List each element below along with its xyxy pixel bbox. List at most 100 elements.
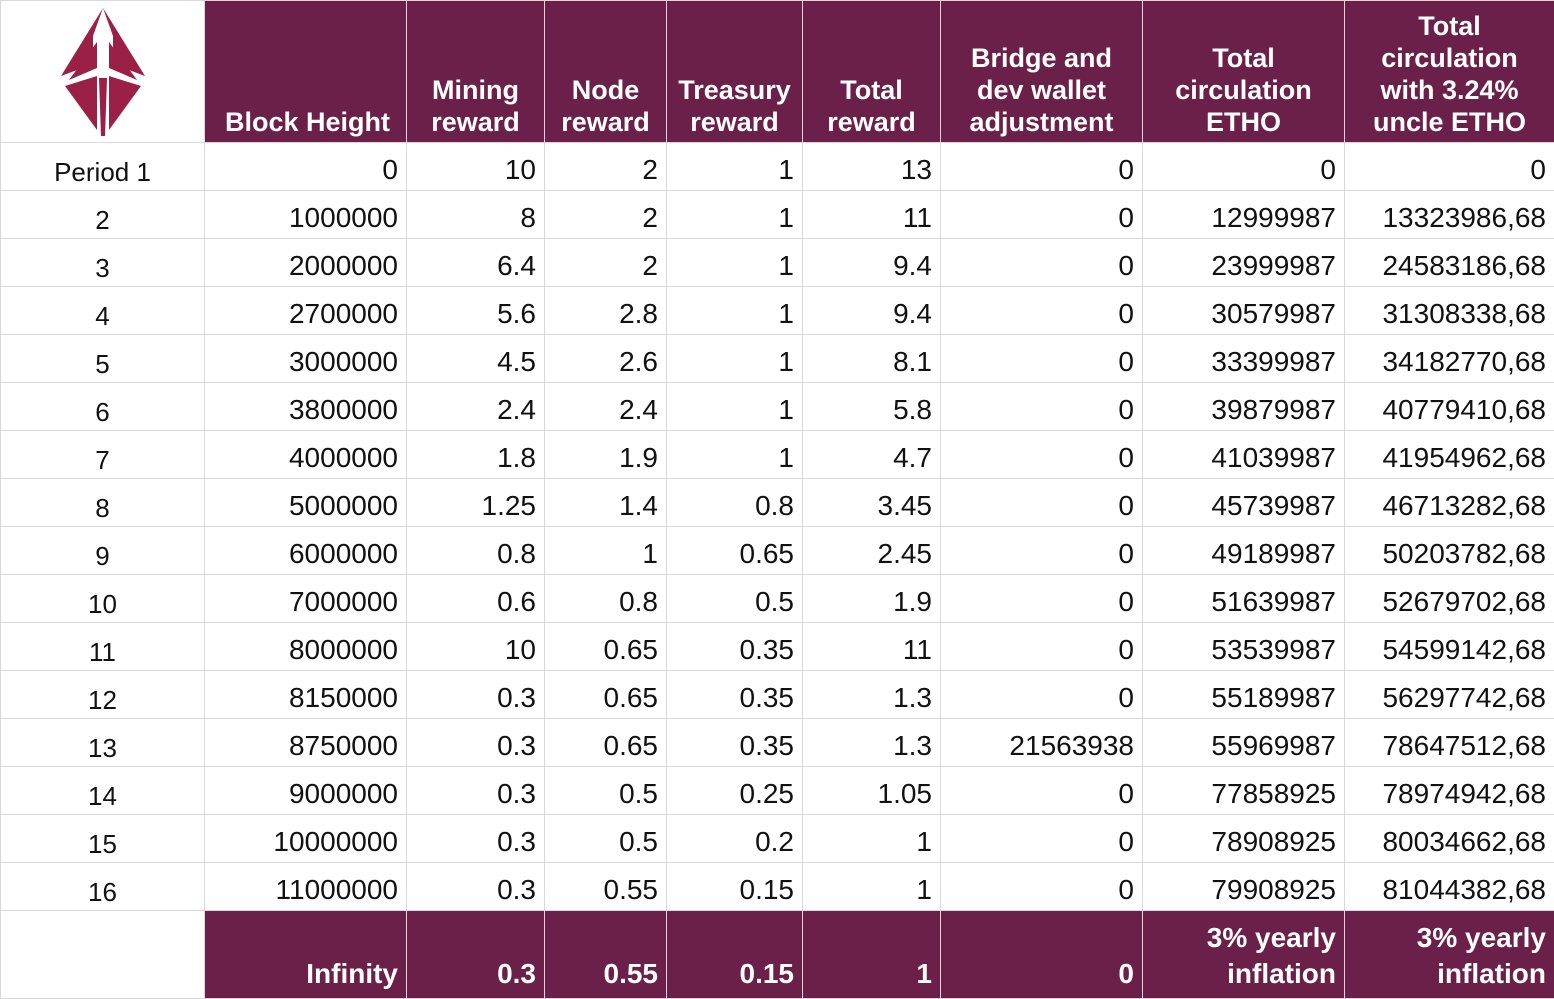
mining-reward-cell: 0.3 <box>407 767 545 815</box>
period-cell: 9 <box>1 527 205 575</box>
total-circulation-uncle-cell: 34182770,68 <box>1345 335 1554 383</box>
node-reward-cell: 0.65 <box>545 719 667 767</box>
treasury-reward-cell: 0.35 <box>667 719 803 767</box>
treasury-reward-cell: 0.35 <box>667 623 803 671</box>
col-header-node-reward: Node reward <box>545 1 667 143</box>
total-reward-cell: 1 <box>803 863 941 911</box>
bridge-adjustment-cell: 0 <box>941 335 1143 383</box>
total-reward-cell: 11 <box>803 191 941 239</box>
mining-reward-cell: 10 <box>407 623 545 671</box>
total-circulation-uncle-cell: 40779410,68 <box>1345 383 1554 431</box>
total-reward-cell: 8.1 <box>803 335 941 383</box>
mining-reward-cell: 6.4 <box>407 239 545 287</box>
node-reward-cell: 0.5 <box>545 767 667 815</box>
bridge-adjustment-cell: 0 <box>941 239 1143 287</box>
period-cell: 7 <box>1 431 205 479</box>
treasury-reward-cell: 1 <box>667 335 803 383</box>
period-cell: 2 <box>1 191 205 239</box>
total-reward-cell: 11 <box>803 623 941 671</box>
total-reward-cell: 1 <box>803 815 941 863</box>
bridge-adjustment-cell: 0 <box>941 623 1143 671</box>
block-height-cell: 2000000 <box>205 239 407 287</box>
total-circulation-cell: 53539987 <box>1143 623 1345 671</box>
block-height-cell: 0 <box>205 143 407 191</box>
block-height-cell: 4000000 <box>205 431 407 479</box>
mining-reward-cell: 2.4 <box>407 383 545 431</box>
block-height-cell: 6000000 <box>205 527 407 575</box>
block-height-cell: 8000000 <box>205 623 407 671</box>
total-circulation-cell: 33399987 <box>1143 335 1345 383</box>
footer-bridge-adjustment: 0 <box>941 911 1143 999</box>
ether-1-logo-icon <box>55 6 151 138</box>
node-reward-cell: 1 <box>545 527 667 575</box>
bridge-adjustment-cell: 0 <box>941 671 1143 719</box>
total-circulation-uncle-cell: 0 <box>1345 143 1554 191</box>
total-circulation-cell: 51639987 <box>1143 575 1345 623</box>
bridge-adjustment-cell: 0 <box>941 383 1143 431</box>
node-reward-cell: 0.65 <box>545 623 667 671</box>
col-header-bridge-adjustment: Bridge and dev wallet adjustment <box>941 1 1143 143</box>
bridge-adjustment-cell: 21563938 <box>941 719 1143 767</box>
total-circulation-uncle-cell: 41954962,68 <box>1345 431 1554 479</box>
mining-reward-cell: 0.3 <box>407 863 545 911</box>
node-reward-cell: 2.6 <box>545 335 667 383</box>
treasury-reward-cell: 0.8 <box>667 479 803 527</box>
node-reward-cell: 0.8 <box>545 575 667 623</box>
block-height-cell: 3000000 <box>205 335 407 383</box>
total-reward-cell: 9.4 <box>803 287 941 335</box>
total-circulation-uncle-cell: 31308338,68 <box>1345 287 1554 335</box>
mining-reward-cell: 0.3 <box>407 815 545 863</box>
node-reward-cell: 2.4 <box>545 383 667 431</box>
mining-reward-cell: 4.5 <box>407 335 545 383</box>
footer-blank-cell <box>1 911 205 999</box>
col-header-total-circulation-uncle: Total circulation with 3.24% uncle ETHO <box>1345 1 1554 143</box>
total-reward-cell: 4.7 <box>803 431 941 479</box>
total-circulation-cell: 30579987 <box>1143 287 1345 335</box>
col-header-total-circulation: Total circulation ETHO <box>1143 1 1345 143</box>
period-cell: 12 <box>1 671 205 719</box>
bridge-adjustment-cell: 0 <box>941 527 1143 575</box>
total-circulation-cell: 55969987 <box>1143 719 1345 767</box>
period-cell: 6 <box>1 383 205 431</box>
footer-node-reward: 0.55 <box>545 911 667 999</box>
total-circulation-uncle-cell: 78647512,68 <box>1345 719 1554 767</box>
period-cell: Period 1 <box>1 143 205 191</box>
treasury-reward-cell: 1 <box>667 191 803 239</box>
bridge-adjustment-cell: 0 <box>941 815 1143 863</box>
total-reward-cell: 3.45 <box>803 479 941 527</box>
col-header-treasury-reward: Treasury reward <box>667 1 803 143</box>
total-circulation-uncle-cell: 78974942,68 <box>1345 767 1554 815</box>
total-circulation-cell: 45739987 <box>1143 479 1345 527</box>
bridge-adjustment-cell: 0 <box>941 479 1143 527</box>
mining-reward-cell: 0.6 <box>407 575 545 623</box>
period-cell: 13 <box>1 719 205 767</box>
mining-reward-cell: 1.8 <box>407 431 545 479</box>
period-cell: 16 <box>1 863 205 911</box>
footer-total-circulation: 3% yearly inflation <box>1143 911 1345 999</box>
treasury-reward-cell: 0.2 <box>667 815 803 863</box>
treasury-reward-cell: 1 <box>667 431 803 479</box>
bridge-adjustment-cell: 0 <box>941 431 1143 479</box>
treasury-reward-cell: 1 <box>667 383 803 431</box>
footer-block-height: Infinity <box>205 911 407 999</box>
block-height-cell: 2700000 <box>205 287 407 335</box>
col-header-mining-reward: Mining reward <box>407 1 545 143</box>
period-cell: 10 <box>1 575 205 623</box>
total-circulation-uncle-cell: 24583186,68 <box>1345 239 1554 287</box>
mining-reward-cell: 0.3 <box>407 719 545 767</box>
block-height-cell: 3800000 <box>205 383 407 431</box>
treasury-reward-cell: 0.35 <box>667 671 803 719</box>
